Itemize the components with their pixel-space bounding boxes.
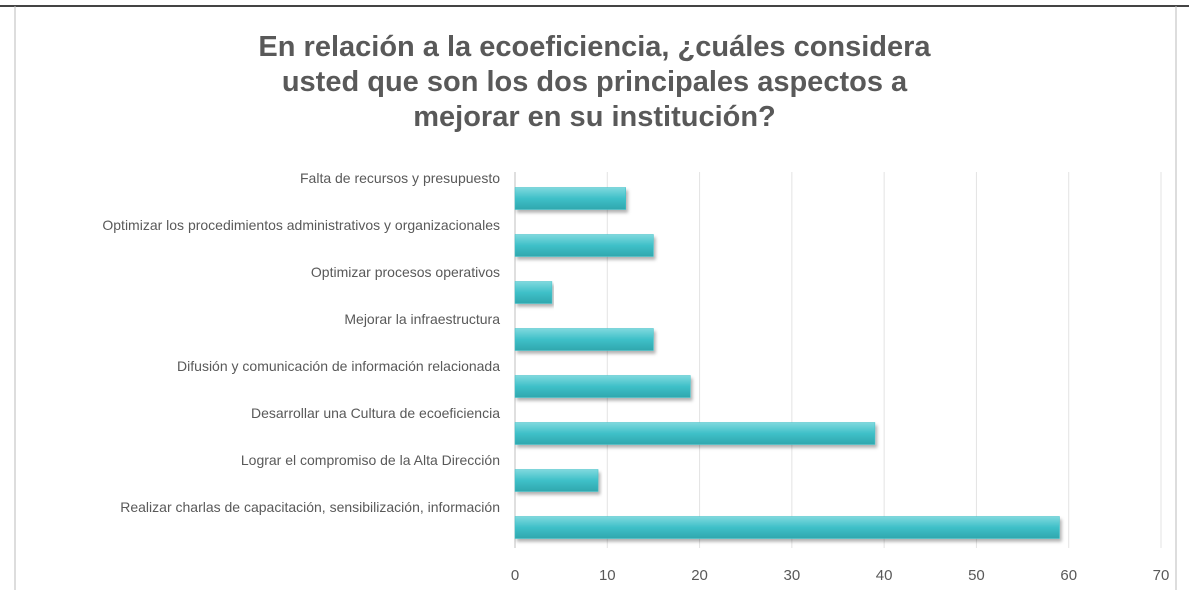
chart-title: En relación a la ecoeficiencia, ¿cuáles … <box>258 31 931 133</box>
x-tick-label: 0 <box>511 567 519 584</box>
y-tick-label: Desarrollar una Cultura de ecoeficiencia <box>251 405 500 421</box>
y-tick-label: Optimizar los procedimientos administrat… <box>102 217 500 233</box>
y-tick-label: Optimizar procesos operativos <box>311 264 500 280</box>
bar <box>514 281 553 304</box>
x-tick-label: 10 <box>599 567 616 584</box>
x-tick-label: 40 <box>876 567 893 584</box>
bar <box>514 234 654 257</box>
y-tick-label: Mejorar la infraestructura <box>344 311 500 327</box>
y-tick-label: Lograr el compromiso de la Alta Direcció… <box>241 452 500 468</box>
y-tick-label: Falta de recursos y presupuesto <box>300 170 500 186</box>
y-tick-label: Realizar charlas de capacitación, sensib… <box>120 499 500 515</box>
bar <box>514 375 691 398</box>
y-tick-label: Difusión y comunicación de información r… <box>177 358 500 374</box>
bar <box>514 422 876 445</box>
bar <box>514 469 599 492</box>
bar <box>514 187 626 210</box>
bar <box>514 516 1060 539</box>
x-tick-label: 70 <box>1153 567 1170 584</box>
bar <box>514 328 654 351</box>
x-tick-label: 30 <box>784 567 801 584</box>
x-tick-label: 50 <box>968 567 985 584</box>
x-tick-label: 60 <box>1060 567 1077 584</box>
x-tick-label: 20 <box>691 567 708 584</box>
